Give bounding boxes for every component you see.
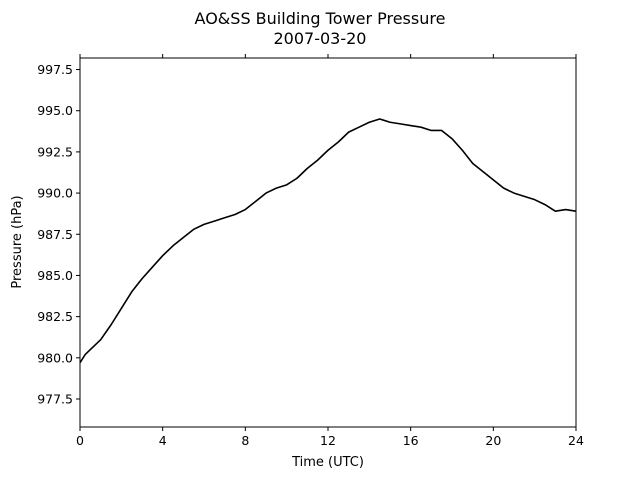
x-tick-label: 20 — [485, 433, 501, 448]
y-tick-label: 982.5 — [37, 309, 73, 324]
y-tick-label: 995.0 — [37, 103, 73, 118]
y-tick-label: 997.5 — [37, 62, 73, 77]
x-tick-label: 8 — [241, 433, 249, 448]
x-tick-label: 24 — [568, 433, 584, 448]
x-axis-label: Time (UTC) — [291, 455, 364, 470]
x-tick-label: 16 — [403, 433, 419, 448]
pressure-line — [79, 118, 577, 364]
x-tick-label: 4 — [159, 433, 167, 448]
y-tick-label: 990.0 — [37, 186, 73, 201]
y-tick-label: 987.5 — [37, 227, 73, 242]
x-tick-label: 0 — [76, 433, 84, 448]
y-tick-label: 977.5 — [37, 391, 73, 406]
x-tick-label: 12 — [320, 433, 336, 448]
y-tick-label: 992.5 — [37, 144, 73, 159]
y-axis-label: Pressure (hPa) — [10, 195, 25, 288]
y-axis: 977.5 980.0 982.5 985.0 987.5 990.0 992.5 995.0… — [37, 62, 80, 406]
y-tick-label: 980.0 — [37, 350, 73, 365]
plot-frame — [79, 57, 577, 428]
y-tick-label: 985.0 — [37, 268, 73, 283]
chart-subtitle: 2007-03-20 — [274, 29, 367, 48]
x-axis: 0 4 8 12 16 20 24 — [76, 54, 584, 448]
chart-title: AO&SS Building Tower Pressure — [195, 9, 446, 28]
